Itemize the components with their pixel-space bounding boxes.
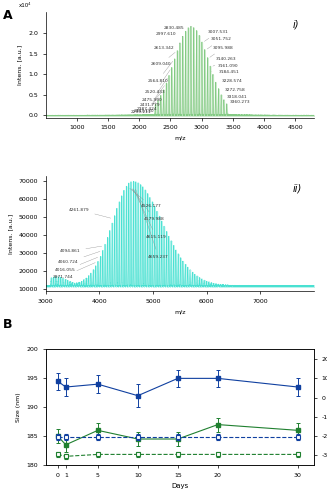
X-axis label: Days: Days	[171, 483, 188, 489]
Text: 2564.810: 2564.810	[147, 62, 173, 82]
Text: 3318.041: 3318.041	[221, 95, 248, 99]
Text: 2520.433: 2520.433	[145, 70, 170, 94]
Text: 4579.988: 4579.988	[132, 189, 164, 221]
Text: 4060.724: 4060.724	[58, 252, 100, 264]
Text: i): i)	[292, 20, 299, 30]
Text: 4016.055: 4016.055	[55, 258, 98, 272]
Text: 3161.090: 3161.090	[212, 64, 238, 72]
Text: 2997.610: 2997.610	[156, 32, 183, 36]
Text: 4526.177: 4526.177	[130, 188, 162, 208]
Y-axis label: Intens. [a.u.]: Intens. [a.u.]	[8, 214, 13, 254]
Text: 2830.485: 2830.485	[164, 26, 191, 30]
Text: 3007.531: 3007.531	[204, 30, 229, 42]
Y-axis label: Size (nm): Size (nm)	[16, 392, 21, 422]
Text: 3051.752: 3051.752	[207, 38, 231, 49]
Text: 3095.988: 3095.988	[210, 46, 234, 58]
Text: 2343.130: 2343.130	[134, 98, 159, 112]
Text: 3272.758: 3272.758	[219, 88, 245, 92]
Text: 2387.424: 2387.424	[137, 92, 162, 110]
Text: 3360.273: 3360.273	[224, 100, 250, 104]
Text: A: A	[3, 9, 13, 22]
Text: 3184.451: 3184.451	[213, 70, 239, 76]
Text: 4615.119: 4615.119	[133, 189, 166, 239]
Text: 3228.574: 3228.574	[216, 80, 242, 84]
Y-axis label: Intens. [a.u.]: Intens. [a.u.]	[18, 45, 23, 85]
Text: 4094.861: 4094.861	[60, 246, 102, 254]
X-axis label: m/z: m/z	[174, 136, 186, 140]
X-axis label: m/z: m/z	[174, 310, 186, 314]
Text: x10⁴: x10⁴	[19, 4, 31, 8]
Text: 4261.879: 4261.879	[69, 208, 111, 218]
Text: B: B	[3, 318, 13, 330]
Text: ii): ii)	[292, 184, 302, 194]
Text: 3971.744: 3971.744	[53, 262, 95, 278]
Text: 2613.342: 2613.342	[153, 43, 180, 51]
Text: 2431.779: 2431.779	[139, 86, 164, 107]
Text: 3140.263: 3140.263	[213, 57, 237, 66]
Text: 2609.040: 2609.040	[150, 52, 175, 66]
Text: 2475.990: 2475.990	[142, 78, 167, 102]
Text: 2299.211: 2299.211	[131, 102, 156, 114]
Text: 4659.237: 4659.237	[136, 189, 169, 259]
